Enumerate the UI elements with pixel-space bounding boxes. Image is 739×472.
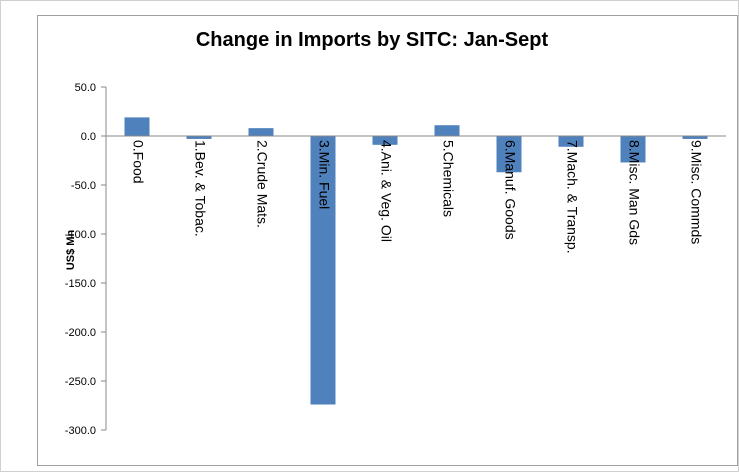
bar (620, 136, 646, 163)
y-tick-label: -200.0 (65, 327, 96, 339)
x-tick-label: 2.Crude Mats. (254, 140, 270, 228)
x-tick-label: 6.Manuf. Goods (502, 140, 518, 240)
y-tick-label: -50.0 (71, 180, 96, 192)
bar (496, 136, 522, 173)
x-tick-label: 9.Misc. Commds (688, 140, 704, 244)
x-tick-label: 3.Min. Fuel (316, 140, 332, 209)
y-tick-label: -250.0 (65, 376, 96, 388)
y-tick-label: 0.0 (81, 131, 96, 143)
x-tick-label: 1.Bev. & Tobac. (192, 140, 208, 237)
chart-area (37, 15, 738, 466)
x-tick-label: 8.Misc. Man Gds (626, 140, 642, 245)
y-tick-label: 50.0 (75, 82, 96, 94)
y-tick-label: -300.0 (65, 425, 96, 437)
x-tick-label: 7.Mach. & Transp. (564, 140, 580, 254)
x-tick-label: 0.Food (130, 140, 146, 184)
bar (558, 136, 584, 147)
x-tick-label: 5.Chemicals (440, 140, 456, 217)
bar (310, 136, 336, 405)
y-tick-label: -100.0 (65, 229, 96, 241)
bar (186, 136, 212, 139)
bar (372, 136, 398, 145)
y-axis-title: US$ Mn (65, 230, 77, 271)
bar (434, 125, 460, 136)
bar (682, 136, 708, 139)
bar (248, 128, 274, 136)
chart-title: Change in Imports by SITC: Jan-Sept (196, 29, 549, 51)
x-tick-label: 4.Ani. & Veg. Oil (378, 140, 394, 242)
bar (124, 117, 150, 136)
y-tick-label: -150.0 (65, 278, 96, 290)
